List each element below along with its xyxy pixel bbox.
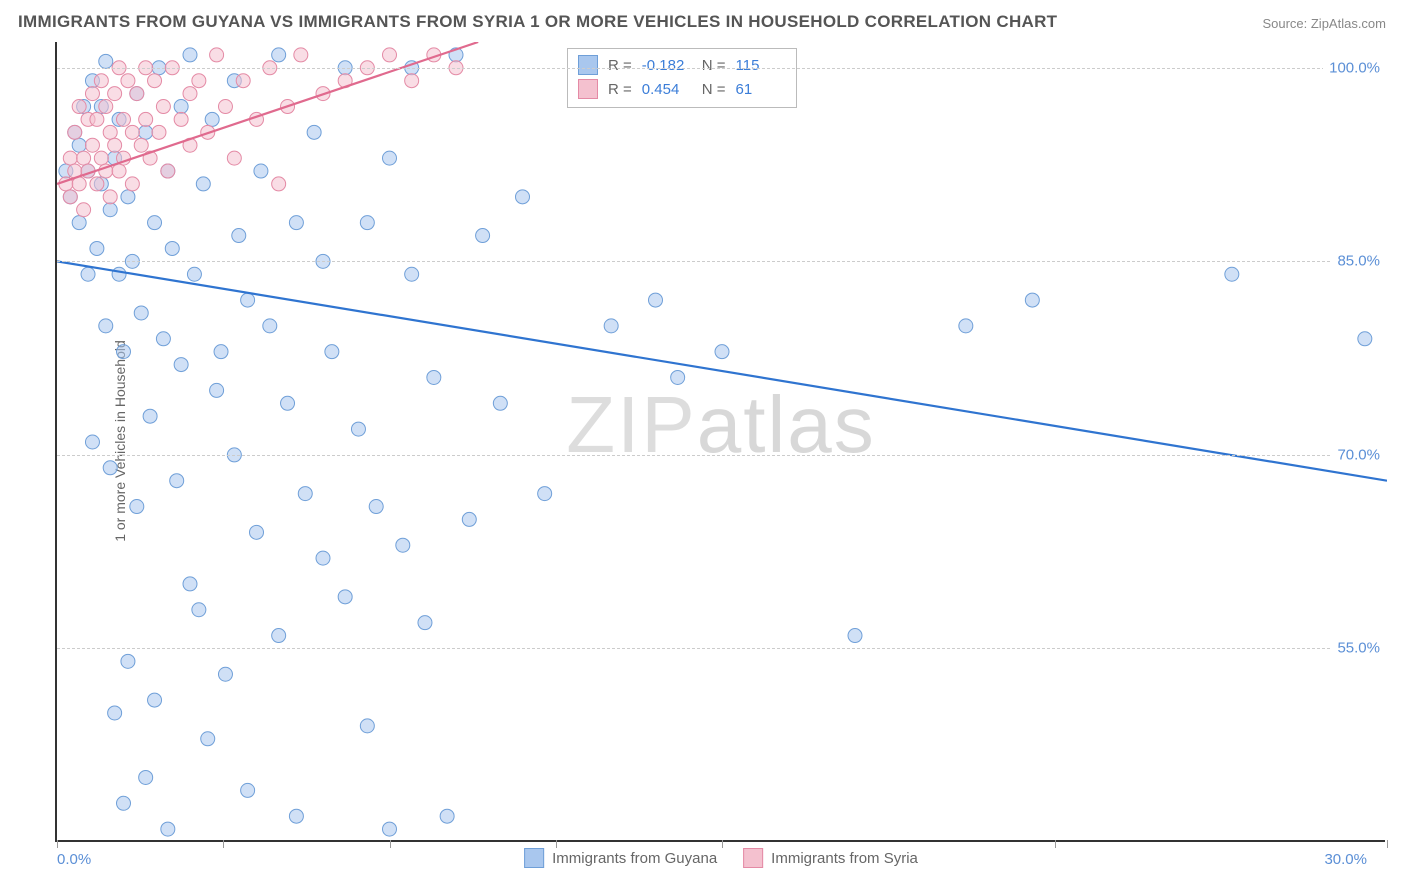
gridline-h	[57, 648, 1385, 649]
r-label: R =	[608, 81, 632, 98]
legend-item-guyana: Immigrants from Guyana	[524, 848, 717, 868]
plot-area: 1 or more Vehicles in Household ZIPatlas…	[55, 42, 1385, 842]
source-prefix: Source:	[1262, 16, 1310, 31]
y-tick-label: 100.0%	[1323, 57, 1386, 78]
legend-label-guyana: Immigrants from Guyana	[552, 850, 717, 867]
n-value-guyana: 115	[736, 57, 786, 74]
x-tick	[223, 840, 224, 848]
n-label: N =	[702, 81, 726, 98]
x-axis-min-label: 0.0%	[57, 851, 91, 868]
scatter-svg	[57, 42, 1387, 842]
stats-legend: R = -0.182 N = 115 R = 0.454 N = 61	[567, 48, 797, 108]
source-attribution: Source: ZipAtlas.com	[1262, 16, 1386, 31]
r-value-guyana: -0.182	[642, 57, 692, 74]
y-tick-label: 70.0%	[1331, 444, 1386, 465]
r-label: R =	[608, 57, 632, 74]
bottom-legend: Immigrants from Guyana Immigrants from S…	[524, 848, 918, 868]
swatch-syria	[743, 848, 763, 868]
legend-item-syria: Immigrants from Syria	[743, 848, 918, 868]
stats-row-guyana: R = -0.182 N = 115	[578, 53, 786, 77]
y-tick-label: 55.0%	[1331, 638, 1386, 659]
chart-title: IMMIGRANTS FROM GUYANA VS IMMIGRANTS FRO…	[18, 12, 1057, 32]
x-tick	[556, 840, 557, 848]
x-tick	[390, 840, 391, 848]
x-axis-max-label: 30.0%	[1324, 851, 1367, 868]
x-tick	[1387, 840, 1388, 848]
x-tick	[57, 840, 58, 848]
n-label: N =	[702, 57, 726, 74]
gridline-h	[57, 455, 1385, 456]
x-tick	[1055, 840, 1056, 848]
n-value-syria: 61	[736, 81, 786, 98]
gridline-h	[57, 68, 1385, 69]
r-value-syria: 0.454	[642, 81, 692, 98]
swatch-guyana	[524, 848, 544, 868]
source-link[interactable]: ZipAtlas.com	[1311, 16, 1386, 31]
legend-label-syria: Immigrants from Syria	[771, 850, 918, 867]
gridline-h	[57, 261, 1385, 262]
stats-row-syria: R = 0.454 N = 61	[578, 77, 786, 101]
x-tick	[722, 840, 723, 848]
swatch-guyana	[578, 55, 598, 75]
swatch-syria	[578, 79, 598, 99]
y-tick-label: 85.0%	[1331, 251, 1386, 272]
